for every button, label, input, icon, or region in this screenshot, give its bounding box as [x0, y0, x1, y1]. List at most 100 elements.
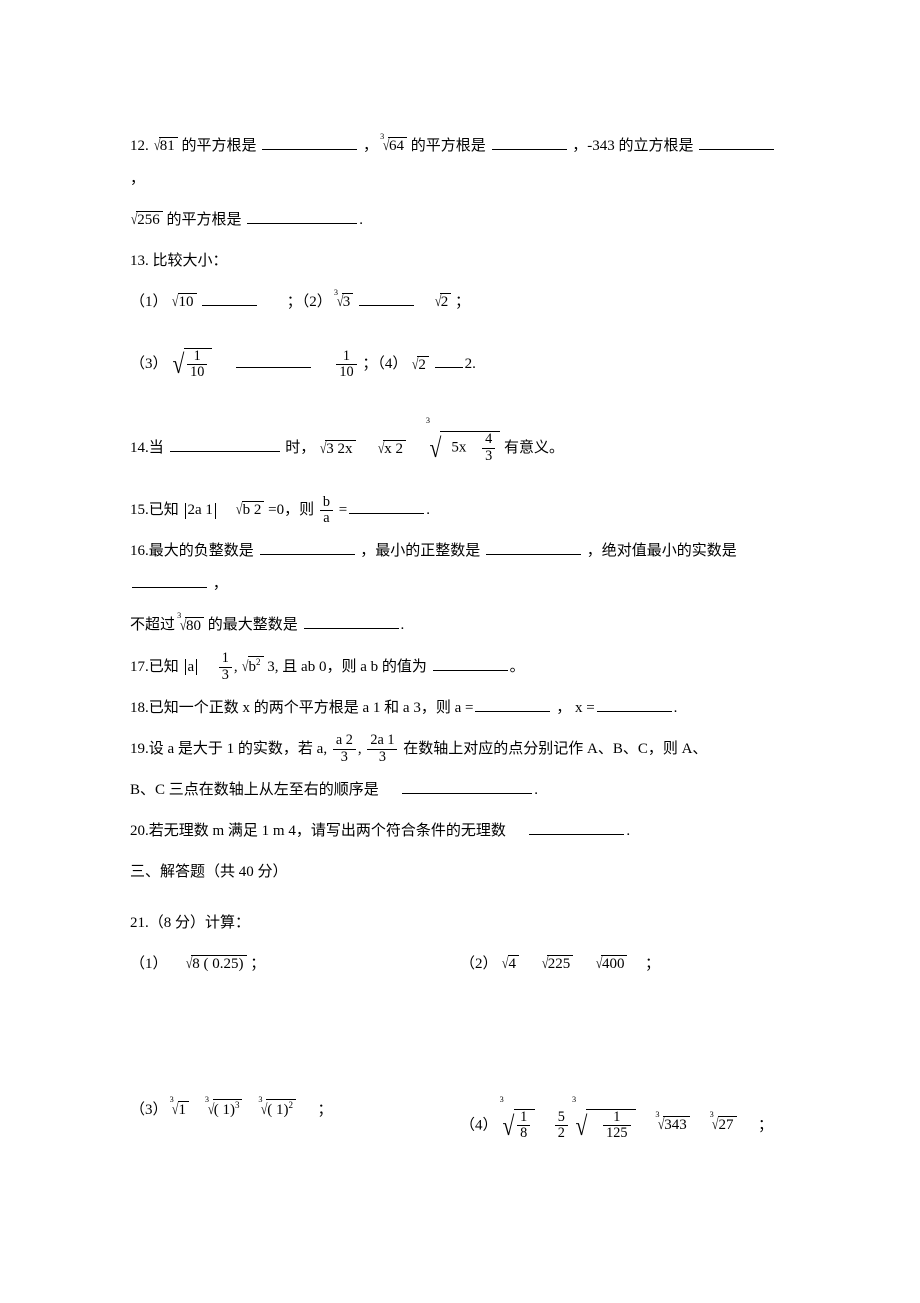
sqrt-225: √225: [541, 948, 574, 981]
sqrt-1over10: √ 1 10: [171, 327, 212, 403]
q15: 15.已知 2a 1 √b 2 =0，则 b a =.: [130, 494, 790, 527]
frac-5-2: 5 2: [555, 1110, 568, 1142]
blank: [402, 777, 532, 794]
q15-eq2: =: [339, 502, 347, 518]
q16-l2-post: 的最大整数是: [208, 617, 298, 633]
q16-line1: 16.最大的负整数是 ，最小的正整数是 ，绝对值最小的实数是 ，: [130, 535, 790, 601]
cbrt-64: 3 √64: [382, 130, 407, 163]
q12-l2-post: 的平方根是: [166, 212, 241, 228]
label: （2）: [460, 956, 498, 972]
q13-s3-label: （3）: [130, 356, 168, 372]
cbrt-1-8: 3 √ 1 8: [501, 1091, 535, 1161]
q15-prefix: 15.已知: [130, 502, 183, 518]
q13-head: 13. 比较大小：: [130, 245, 790, 278]
tail: ，: [130, 171, 145, 187]
cbrt-neg27: 3 √ 27: [711, 1106, 736, 1145]
q13-s1-label: （1）: [130, 294, 168, 310]
tail: .: [426, 502, 430, 518]
q12-line2: √256 的平方根是 .: [130, 204, 790, 237]
sqrt-b-2: √b 2: [235, 494, 264, 527]
q16-line2: 不超过 3 √ 80 的最大整数是 .: [130, 609, 790, 642]
cbrt-neg343: 3 √ 343: [657, 1106, 690, 1145]
q21-s2: （2） √4 √225 √400 ；: [460, 948, 790, 981]
blank: [304, 613, 399, 630]
q16-l2-pre: 不超过: [130, 617, 179, 633]
frac-1-125: 1 125: [603, 1110, 630, 1142]
label: （1）: [130, 956, 168, 972]
label: （4）: [460, 1117, 498, 1133]
q19-pre: 19.设 a 是大于 1 的实数，若 a,: [130, 741, 327, 757]
q16-p2: ，最小的正整数是: [360, 543, 480, 559]
q21-head: 21.（8 分）计算：: [130, 907, 790, 940]
q12-p2-post: 的平方根是: [411, 138, 486, 154]
abs-2a-1: 2a 1: [183, 502, 218, 518]
blank: [262, 133, 357, 150]
q12-prefix: 12.: [130, 138, 149, 154]
q14-5x: 5x: [451, 440, 466, 456]
blank: [236, 352, 311, 369]
blank: [260, 539, 355, 556]
q21-row1: （1） √ 8 ( 0.25) ； （2） √4 √225 √400 ；: [130, 948, 790, 981]
blank: [529, 818, 624, 835]
sqrt-x-2: √x 2: [377, 428, 406, 470]
q13-s1-sep: ；（2）: [287, 294, 332, 310]
sqrt-400: √400: [595, 948, 628, 981]
tail: ；: [758, 1117, 773, 1133]
frac-4-3: 4 3: [482, 432, 495, 464]
q12-p1-post: 的平方根是: [181, 138, 256, 154]
q14: 14.当 时， √3 2x √x 2 3 √ 5x 4 3 有意义。: [130, 411, 790, 487]
q13-s4-rhs: 2.: [465, 356, 476, 372]
q17-and: 且 ab 0，则 a b 的值为: [282, 659, 427, 675]
q14-mid: 时，: [285, 440, 315, 456]
tail: ；: [645, 956, 660, 972]
q16-prefix: 16.最大的负整数是: [130, 543, 254, 559]
workspace: [130, 981, 790, 1091]
q13-line1: （1） √10 ；（2） 3 √3 √2 ；: [130, 286, 790, 319]
cbrt-3: 3 √3: [336, 286, 354, 319]
frac-1-8: 1 8: [517, 1110, 530, 1142]
blank: [202, 289, 257, 306]
blank: [349, 498, 424, 515]
tail: ；: [250, 956, 265, 972]
blank: [132, 572, 207, 589]
blank: [475, 695, 550, 712]
tail: .: [534, 782, 538, 798]
sqrt-2: √2: [434, 286, 452, 319]
blank: [170, 435, 280, 452]
abs-a: a: [183, 659, 200, 675]
section-3-heading: 三、解答题（共 40 分）: [130, 856, 790, 889]
tail: .: [401, 617, 405, 633]
q19-post: 在数轴上对应的点分别记作 A、B、C，则 A、: [403, 741, 707, 757]
q21-s4: （4） 3 √ 1 8 5 2 3 √ 1: [460, 1091, 790, 1161]
q19-l2: B、C 三点在数轴上从左至右的顺序是: [130, 782, 379, 798]
q12-p3: ，-343 的立方根是: [572, 138, 693, 154]
q18-t1: 18.已知一个正数 x 的两个平方根是 a 1 和 a 3，则 a =: [130, 700, 473, 716]
frac-a2-3: a 2 3: [333, 733, 356, 765]
q14-tail: 有意义。: [504, 440, 564, 456]
q21-s1: （1） √ 8 ( 0.25) ；: [130, 948, 460, 981]
tail: ，: [213, 576, 228, 592]
page: 12. √81 的平方根是 ， 3 √64 的平方根是 ，-343 的立方根是 …: [0, 0, 920, 1303]
q21-s3: （3） 3 √ 1 3 √( 1)3 3 √( 1)2 ；: [130, 1091, 460, 1161]
blank: [247, 207, 357, 224]
q21-row2: （3） 3 √ 1 3 √( 1)3 3 √( 1)2 ； （4） 3 √: [130, 1091, 790, 1161]
cbrt-neg1-125: 3 √ 1 125: [574, 1091, 636, 1161]
q13-line2: （3） √ 1 10 1 10 ；（4） √2 2.: [130, 327, 790, 403]
blank: [486, 539, 581, 556]
blank: [433, 654, 508, 671]
q20: 20.若无理数 m 满足 1 m 4，请写出两个符合条件的无理数 .: [130, 815, 790, 848]
sqrt-10: √10: [171, 286, 196, 319]
sqrt-3-2x: √3 2x: [319, 428, 355, 470]
sqrt-b2: √b2: [241, 651, 263, 684]
frac-b-a: b a: [320, 495, 333, 527]
blank: [492, 133, 567, 150]
frac-1-10-rhs: 1 10: [336, 349, 356, 381]
q18: 18.已知一个正数 x 的两个平方根是 a 1 和 a 3，则 a = ， x …: [130, 692, 790, 725]
tail: .: [674, 700, 678, 716]
q18-t2: ， x =: [556, 700, 594, 716]
sqrt-2b: √2: [411, 344, 429, 386]
cbrt-neg80: 3 √ 80: [179, 610, 204, 643]
q19-line1: 19.设 a 是大于 1 的实数，若 a, a 2 3 , 2a 1 3 在数轴…: [130, 733, 790, 766]
sqrt-neg8-025: √ 8 ( 0.25): [185, 948, 246, 981]
q12-line1: 12. √81 的平方根是 ， 3 √64 的平方根是 ，-343 的立方根是 …: [130, 130, 790, 196]
